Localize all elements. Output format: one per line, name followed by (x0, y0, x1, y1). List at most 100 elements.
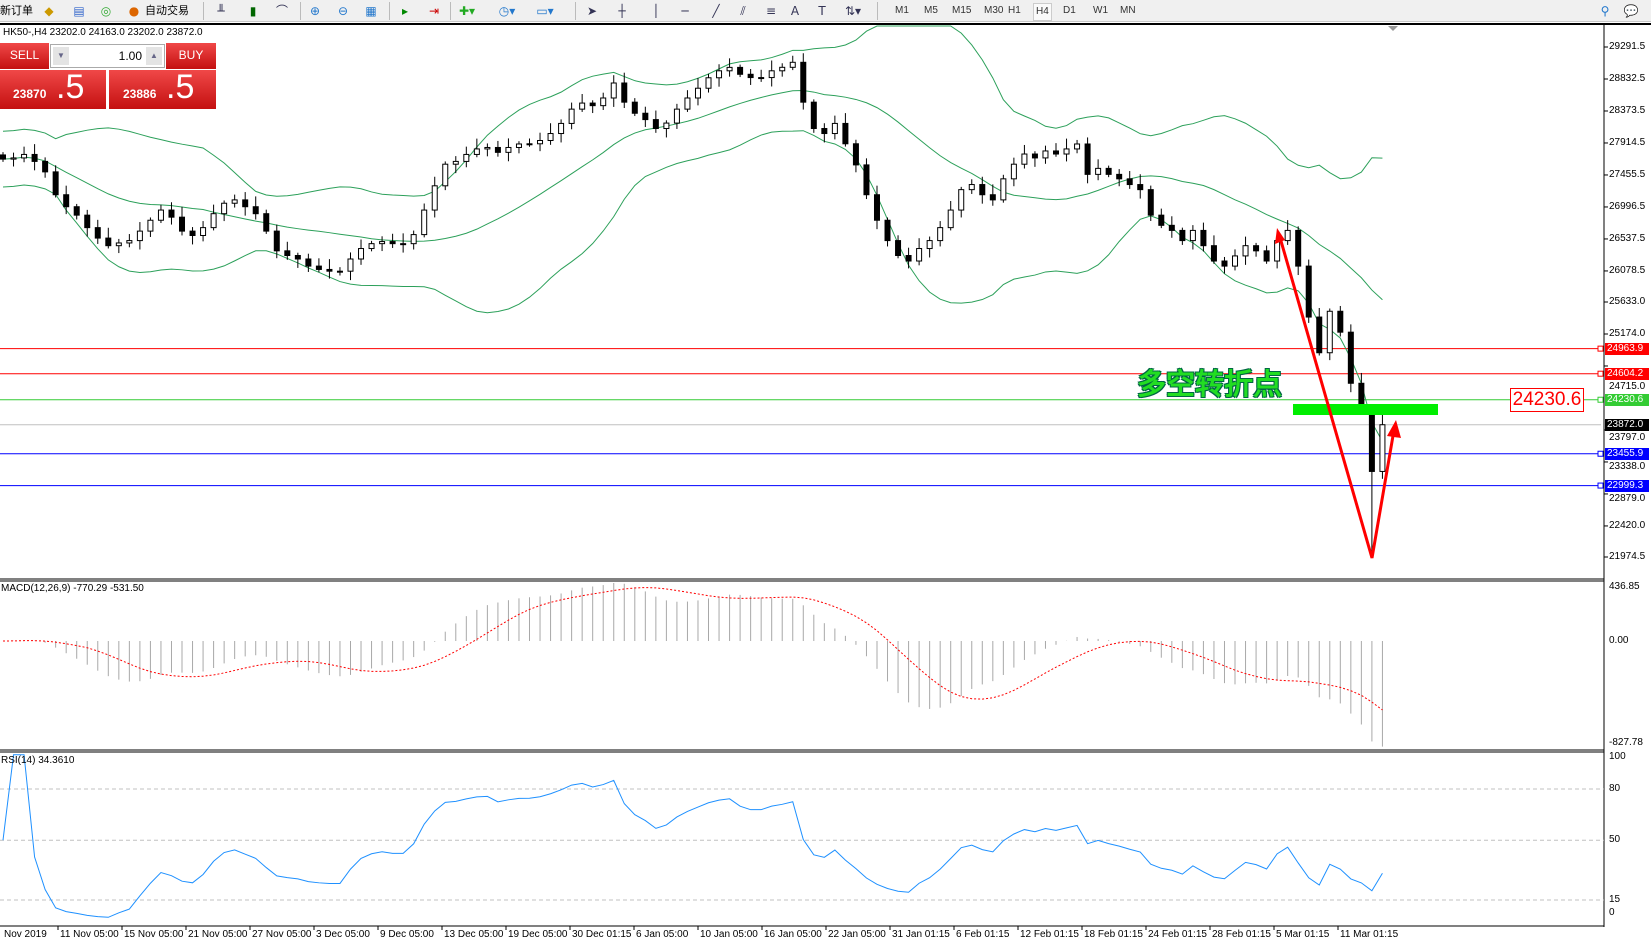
rsi-tick-label: 80 (1609, 782, 1621, 794)
search-icon[interactable]: ⚲ (1600, 4, 1610, 18)
candle (315, 258, 322, 273)
lots-value[interactable]: 1.00 (118, 49, 142, 63)
price-tick-label: 29291.5 (1609, 41, 1646, 52)
navigator-icon[interactable]: ◎ (100, 4, 112, 18)
candle (1063, 138, 1070, 162)
candle (52, 165, 59, 198)
vertical-line-icon[interactable]: │ (652, 4, 660, 18)
sell-button[interactable]: SELL (0, 43, 49, 69)
periods-icon[interactable]: ◷▾ (498, 4, 516, 18)
horizontal-line-icon[interactable]: ─ (681, 4, 689, 18)
candle (157, 204, 164, 224)
candle-body (947, 209, 954, 229)
auto-trading-button[interactable]: 自动交易 (145, 5, 189, 17)
candle (905, 247, 912, 269)
price-tick-label: 25633.0 (1609, 296, 1646, 307)
candle-body (905, 255, 912, 262)
time-label: 16 Jan 05:00 (764, 929, 822, 940)
timeframe-w1[interactable]: W1 (1093, 5, 1108, 16)
candle (242, 192, 249, 216)
level-price-tag[interactable]: 24230.6 (1605, 394, 1649, 406)
trendline-icon[interactable]: ╱ (712, 4, 720, 18)
candle (873, 185, 880, 230)
chat-icon[interactable]: 💬 (1623, 4, 1639, 18)
candle (473, 138, 480, 158)
timeframe-m15[interactable]: M15 (952, 5, 972, 16)
sell-price[interactable]: 23870 .5 (0, 68, 106, 109)
cursor-icon[interactable]: ➤ (586, 4, 598, 18)
candle (200, 221, 207, 242)
candle (515, 141, 522, 154)
new-order-button[interactable]: 新订单 (0, 5, 33, 17)
zoom-in-icon[interactable]: ⊕ (309, 4, 321, 18)
text-label-icon[interactable]: T (818, 4, 826, 18)
candle (1253, 242, 1260, 257)
fibonacci-icon[interactable]: ≡ (765, 4, 777, 18)
timeframe-m1[interactable]: M1 (895, 5, 909, 16)
candle (568, 102, 575, 130)
timeframe-mn[interactable]: MN (1120, 5, 1136, 16)
level-price-tag[interactable]: 24963.9 (1605, 343, 1649, 355)
candle-body (589, 102, 596, 107)
line-chart-icon[interactable]: ⌒ (275, 4, 288, 18)
candle-body (758, 77, 765, 80)
lot-stepper[interactable]: ▼ 1.00 ▲ (50, 44, 165, 68)
candle (979, 176, 986, 204)
chart-shift-icon[interactable]: ⇥ (428, 4, 440, 18)
level-price-tag[interactable]: 23455.9 (1605, 448, 1649, 460)
candle-body (1263, 250, 1270, 262)
level-handle (1597, 370, 1604, 377)
candle (147, 217, 154, 237)
crosshair-icon[interactable]: ┼ (618, 4, 626, 18)
arrowhead-icon (1387, 420, 1401, 438)
level-price-tag[interactable]: 23872.0 (1605, 419, 1649, 431)
candle (589, 100, 596, 114)
level-price-tag[interactable]: 24604.2 (1605, 368, 1649, 380)
price-label-box[interactable]: 24230.6 (1510, 388, 1584, 412)
candle (989, 184, 996, 206)
candle-body (389, 241, 396, 245)
market-watch-icon[interactable]: ◆ (44, 4, 54, 18)
candle-body (895, 240, 902, 257)
candle (252, 196, 259, 220)
candle-body (284, 250, 291, 257)
increase-lots-icon[interactable]: ▲ (146, 47, 162, 65)
data-window-icon[interactable]: ▤ (73, 4, 85, 18)
zoom-out-icon[interactable]: ⊖ (337, 4, 349, 18)
bar-chart-icon[interactable]: ╨ (217, 4, 225, 18)
candle (726, 58, 733, 77)
timeframe-m30[interactable]: M30 (984, 5, 1004, 16)
candle (326, 259, 333, 279)
candlestick-icon[interactable]: ▮ (249, 4, 257, 18)
timeframe-d1[interactable]: D1 (1063, 5, 1076, 16)
auto-scroll-icon[interactable]: ▸ (401, 4, 409, 18)
candle (737, 64, 744, 78)
text-icon[interactable]: A (790, 4, 800, 18)
buy-button[interactable]: BUY (166, 43, 216, 69)
timeframe-m5[interactable]: M5 (924, 5, 938, 16)
candle (21, 146, 28, 163)
candle (273, 224, 280, 259)
auto-trading-icon[interactable]: ● (128, 4, 140, 18)
level-handle (1597, 450, 1604, 457)
indicators-icon[interactable]: ✚▾ (458, 4, 476, 18)
candle (1168, 216, 1175, 238)
candle (884, 217, 891, 247)
tile-windows-icon[interactable]: ▦ (365, 4, 377, 18)
buy-price[interactable]: 23886 .5 (109, 68, 216, 109)
timeframe-h4[interactable]: H4 (1033, 3, 1052, 21)
candle-body (1116, 173, 1123, 180)
candle (1379, 404, 1386, 479)
candle (694, 77, 701, 106)
channel-icon[interactable]: ⫽ (740, 4, 746, 18)
bollinger-upper (2, 25, 1383, 197)
templates-icon[interactable]: ▭▾ (536, 4, 554, 18)
level-price-tag[interactable]: 22999.3 (1605, 480, 1649, 492)
candle-body (1232, 255, 1239, 267)
arrows-icon[interactable]: ⇅▾ (844, 4, 862, 18)
decrease-lots-icon[interactable]: ▼ (53, 47, 69, 65)
timeframe-h1[interactable]: H1 (1008, 5, 1021, 16)
bollinger-lower (2, 130, 1383, 442)
price-tick-label: 28832.5 (1609, 73, 1646, 84)
